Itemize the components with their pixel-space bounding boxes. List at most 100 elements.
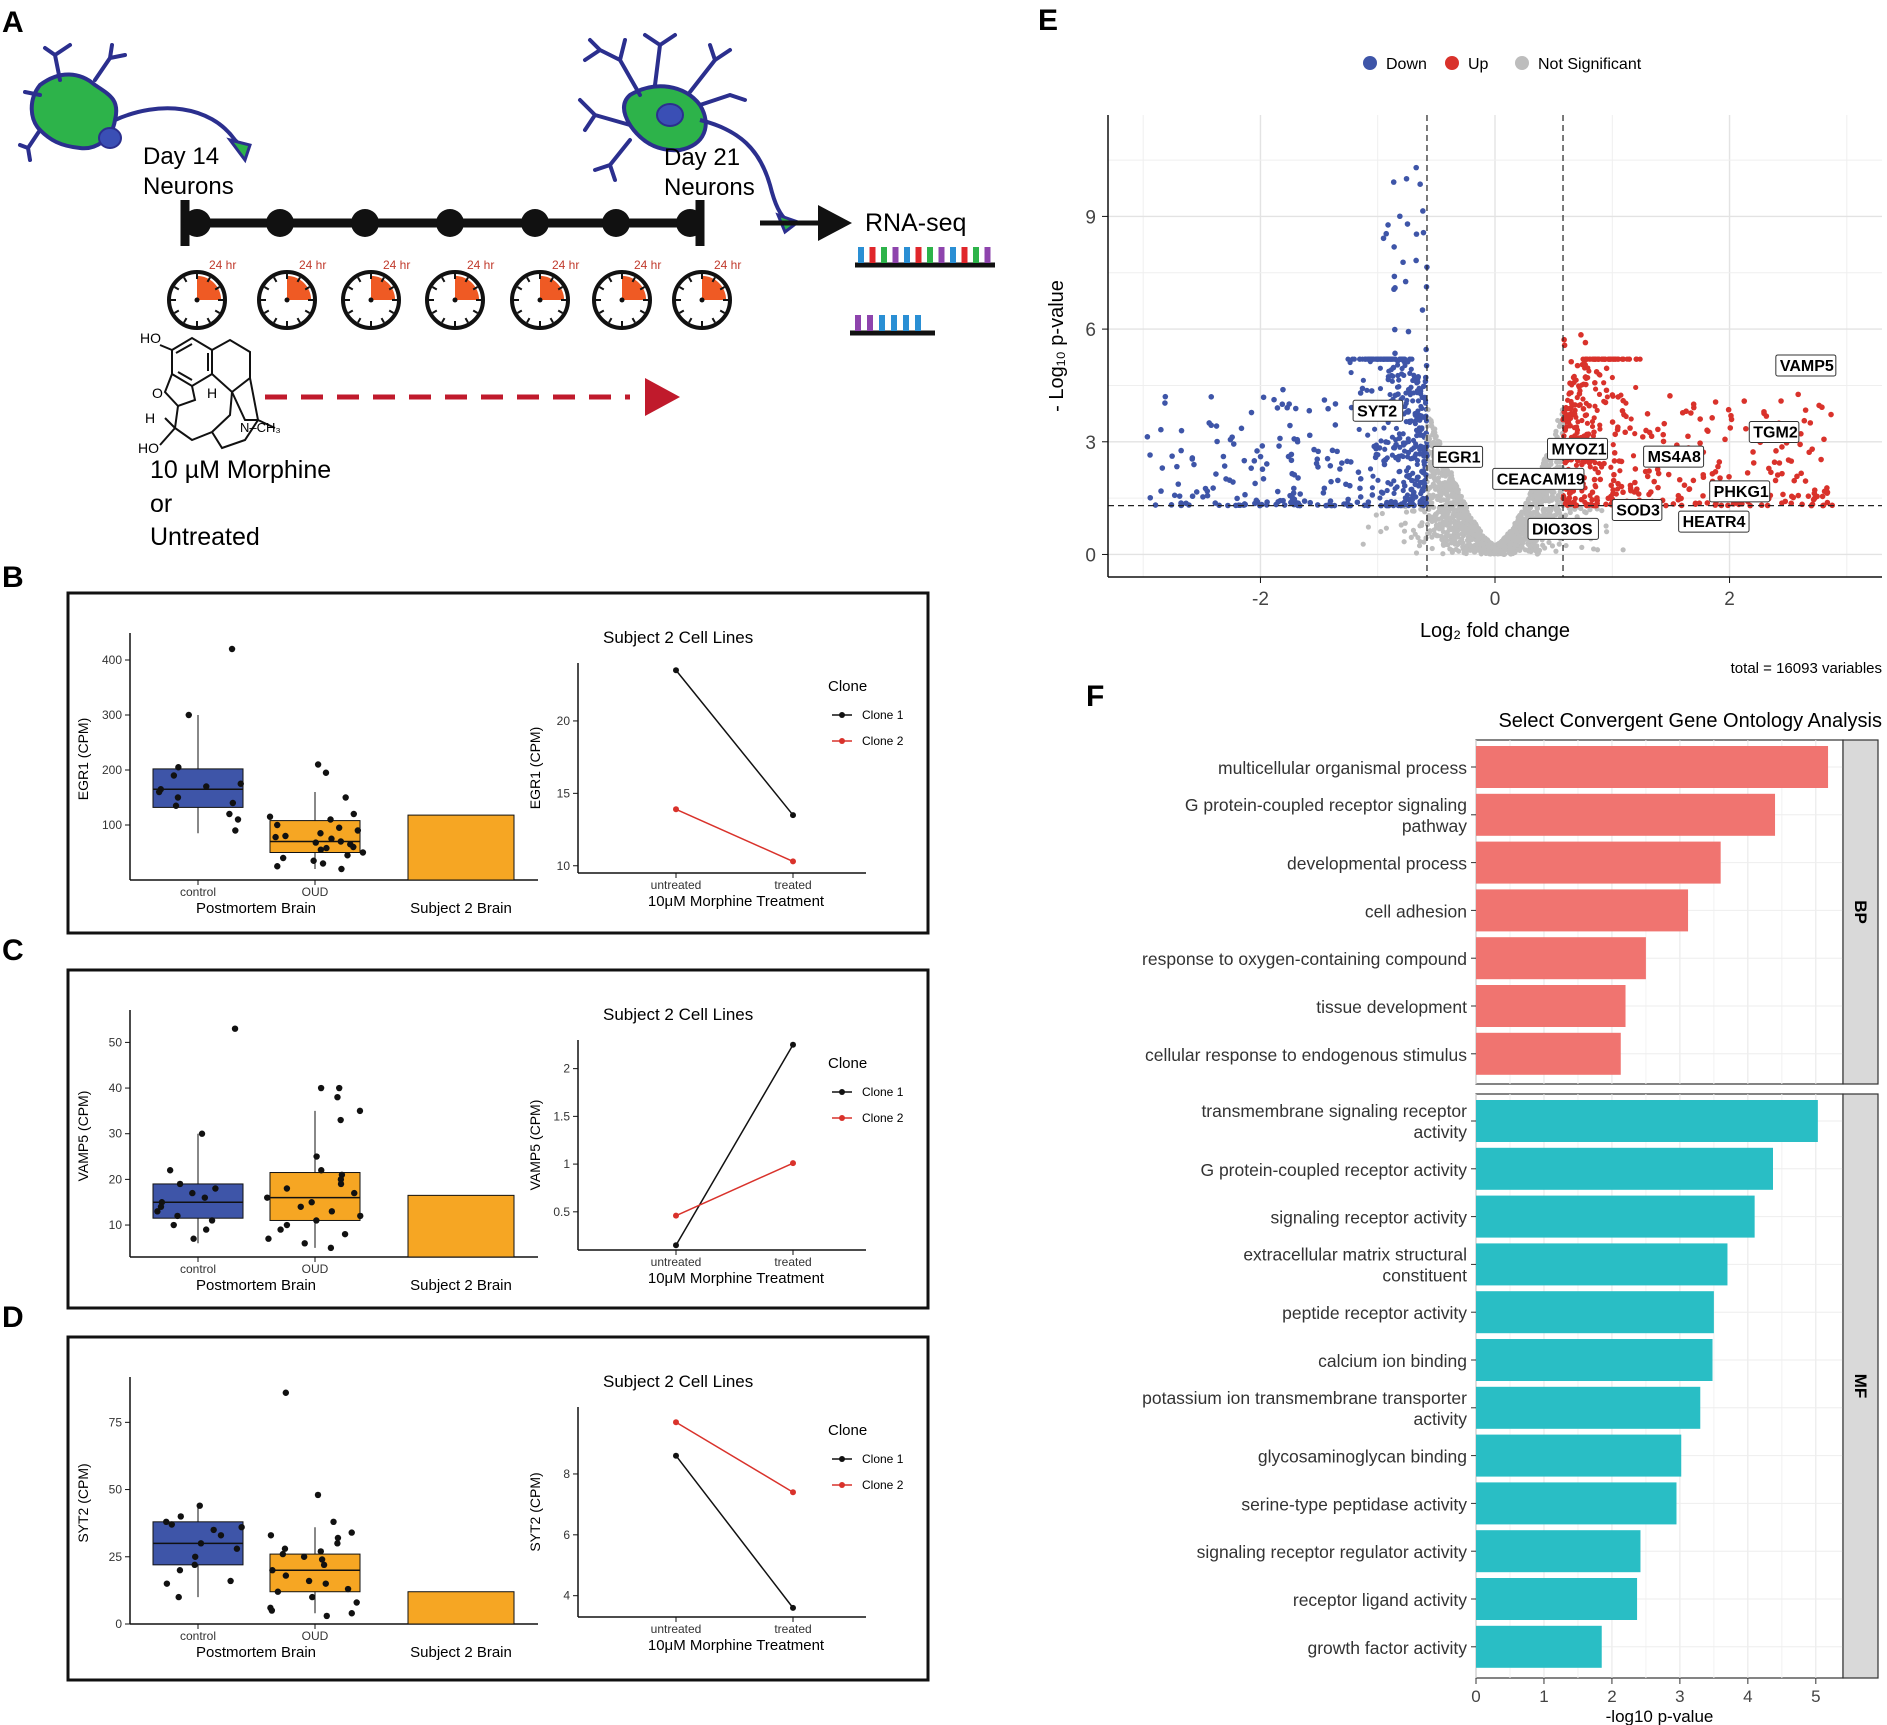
volcano-point-down bbox=[1410, 489, 1417, 496]
gene-label: PHKG1 bbox=[1714, 484, 1769, 501]
clock-tick bbox=[206, 276, 211, 283]
volcano-point bbox=[1470, 544, 1476, 551]
volcano-point-down bbox=[1280, 386, 1286, 393]
volcano-point-down bbox=[1220, 453, 1227, 460]
volcano-point-down bbox=[1176, 493, 1183, 499]
volcano-point-up bbox=[1578, 332, 1584, 338]
volcano-point-down bbox=[1274, 488, 1281, 495]
data-point bbox=[217, 1532, 225, 1539]
volcano-point-up bbox=[1620, 397, 1626, 404]
volcano-point-down bbox=[1320, 490, 1327, 496]
data-point bbox=[353, 1599, 360, 1606]
volcano-point-down bbox=[1332, 422, 1339, 428]
volcano-point-up bbox=[1562, 427, 1569, 433]
data-point bbox=[198, 1130, 206, 1137]
y-tick-label: 200 bbox=[102, 763, 122, 777]
volcano-point-down bbox=[1337, 466, 1343, 472]
volcano-point-up bbox=[1704, 500, 1711, 506]
vamp5-box-plot: 10 20 30 40 50 VAMP5 (CPM) control OUDPostmorte… bbox=[75, 1010, 538, 1294]
volcano-point bbox=[1396, 431, 1403, 437]
timeline bbox=[180, 200, 852, 246]
volcano-point bbox=[1449, 493, 1455, 499]
data-point bbox=[203, 783, 210, 790]
clock-tick bbox=[557, 286, 564, 291]
volcano-point bbox=[1444, 499, 1450, 505]
y-tick-label: 6 bbox=[563, 1528, 570, 1542]
volcano-point-down bbox=[1169, 453, 1175, 459]
data-point bbox=[310, 857, 317, 864]
volcano-point bbox=[1549, 543, 1556, 549]
volcano-point bbox=[1553, 548, 1559, 554]
volcano-point-down bbox=[1357, 485, 1363, 492]
read-base bbox=[867, 315, 873, 331]
data-point bbox=[282, 1572, 290, 1579]
volcano-point-up bbox=[1644, 473, 1651, 480]
series-point bbox=[790, 858, 796, 865]
legend-title: Clone bbox=[828, 1422, 867, 1439]
series-line bbox=[675, 669, 794, 816]
data-point bbox=[279, 854, 287, 862]
data-point bbox=[300, 1553, 308, 1560]
volcano-point-down bbox=[1405, 328, 1412, 335]
volcano-point-up bbox=[1621, 411, 1627, 418]
panel-letter-f: F bbox=[1086, 680, 1104, 713]
volcano-point-down bbox=[1392, 392, 1399, 399]
treatment-label-3: Untreated bbox=[150, 523, 260, 551]
data-point bbox=[279, 1550, 287, 1558]
series-point bbox=[673, 1212, 679, 1219]
volcano-point bbox=[1393, 425, 1400, 432]
volcano-point-down bbox=[1345, 496, 1351, 503]
volcano-point bbox=[1377, 495, 1383, 501]
volcano-point-up bbox=[1801, 417, 1808, 424]
volcano-point bbox=[1428, 419, 1435, 426]
volcano-point-up bbox=[1771, 459, 1778, 466]
gene-label: VAMP5 bbox=[1780, 358, 1834, 375]
volcano-point-up bbox=[1602, 399, 1609, 406]
volcano-point-up bbox=[1750, 460, 1757, 466]
x-tick-label: 0 bbox=[1471, 1687, 1480, 1706]
volcano-point bbox=[1541, 490, 1547, 496]
data-point bbox=[283, 1185, 291, 1192]
volcano-point-down bbox=[1306, 407, 1313, 414]
volcano-point-down bbox=[1315, 464, 1321, 470]
volcano-point bbox=[1401, 539, 1407, 545]
volcano-point bbox=[1399, 365, 1405, 372]
volcano-point bbox=[1417, 451, 1423, 457]
y-tick-label: 30 bbox=[109, 1127, 123, 1141]
volcano-point-up bbox=[1615, 394, 1621, 400]
volcano-point bbox=[1370, 473, 1376, 479]
volcano-point-down bbox=[1174, 463, 1180, 470]
volcano-point-up bbox=[1790, 494, 1797, 501]
volcano-point-down bbox=[1419, 496, 1425, 503]
volcano-point bbox=[1448, 527, 1454, 533]
data-point bbox=[264, 1194, 271, 1201]
volcano-point bbox=[1620, 356, 1627, 362]
volcano-point-down bbox=[1307, 499, 1314, 506]
volcano-point-up bbox=[1582, 339, 1589, 346]
volcano-point-down bbox=[1334, 448, 1340, 455]
volcano-point bbox=[1609, 374, 1615, 381]
volcano-point-down bbox=[1295, 475, 1301, 481]
clock-wedge bbox=[702, 275, 727, 300]
volcano-point-down bbox=[1328, 478, 1334, 485]
data-point bbox=[312, 839, 319, 846]
volcano-point bbox=[1438, 492, 1444, 498]
volcano-point bbox=[1410, 527, 1417, 533]
data-point bbox=[234, 816, 242, 823]
clock-tick bbox=[557, 309, 564, 314]
volcano-point-up bbox=[1819, 493, 1826, 500]
volcano-point bbox=[1594, 547, 1601, 553]
volcano-point-up bbox=[1788, 500, 1795, 507]
volcano-point bbox=[1535, 513, 1541, 520]
volcano-point-down bbox=[1415, 374, 1422, 380]
clock-tick bbox=[357, 276, 362, 283]
volcano-point-down bbox=[1193, 489, 1200, 495]
volcano-point-down bbox=[1420, 469, 1427, 476]
clock-tick bbox=[183, 276, 188, 283]
volcano-point-down bbox=[1147, 452, 1153, 458]
volcano-point-up bbox=[1610, 487, 1616, 493]
volcano-point bbox=[1507, 542, 1513, 548]
volcano-point-down bbox=[1365, 499, 1372, 505]
volcano-point-down bbox=[1359, 385, 1366, 392]
clock-tick bbox=[639, 286, 646, 291]
